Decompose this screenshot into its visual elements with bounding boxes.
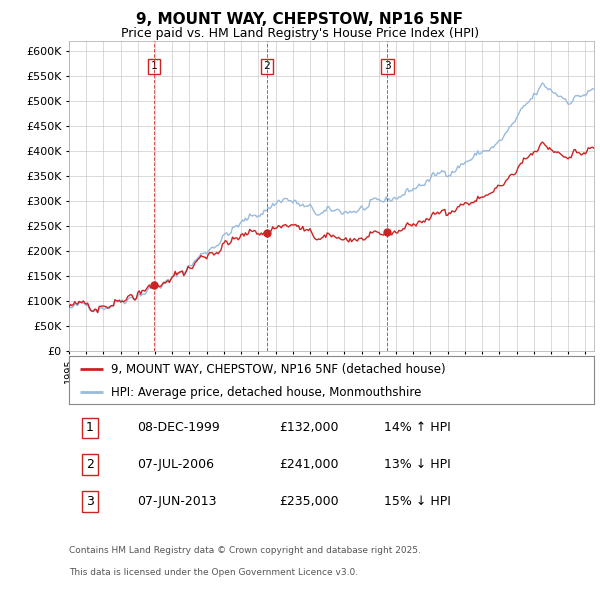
Text: Price paid vs. HM Land Registry's House Price Index (HPI): Price paid vs. HM Land Registry's House … — [121, 27, 479, 40]
Text: 08-DEC-1999: 08-DEC-1999 — [137, 421, 220, 434]
Text: 3: 3 — [384, 61, 391, 71]
Text: HPI: Average price, detached house, Monmouthshire: HPI: Average price, detached house, Monm… — [111, 385, 421, 399]
Text: 13% ↓ HPI: 13% ↓ HPI — [384, 458, 451, 471]
Text: 07-JUL-2006: 07-JUL-2006 — [137, 458, 214, 471]
Text: This data is licensed under the Open Government Licence v3.0.: This data is licensed under the Open Gov… — [69, 568, 358, 576]
Text: 1: 1 — [86, 421, 94, 434]
Text: £241,000: £241,000 — [279, 458, 338, 471]
Text: 2: 2 — [263, 61, 271, 71]
Text: 2: 2 — [86, 458, 94, 471]
Text: £132,000: £132,000 — [279, 421, 338, 434]
Text: 15% ↓ HPI: 15% ↓ HPI — [384, 495, 451, 508]
Text: 3: 3 — [86, 495, 94, 508]
Text: 14% ↑ HPI: 14% ↑ HPI — [384, 421, 451, 434]
Text: 9, MOUNT WAY, CHEPSTOW, NP16 5NF: 9, MOUNT WAY, CHEPSTOW, NP16 5NF — [137, 12, 464, 27]
Text: 07-JUN-2013: 07-JUN-2013 — [137, 495, 217, 508]
Text: 9, MOUNT WAY, CHEPSTOW, NP16 5NF (detached house): 9, MOUNT WAY, CHEPSTOW, NP16 5NF (detach… — [111, 363, 446, 376]
Text: 1: 1 — [151, 61, 157, 71]
Text: Contains HM Land Registry data © Crown copyright and database right 2025.: Contains HM Land Registry data © Crown c… — [69, 546, 421, 555]
Text: £235,000: £235,000 — [279, 495, 338, 508]
